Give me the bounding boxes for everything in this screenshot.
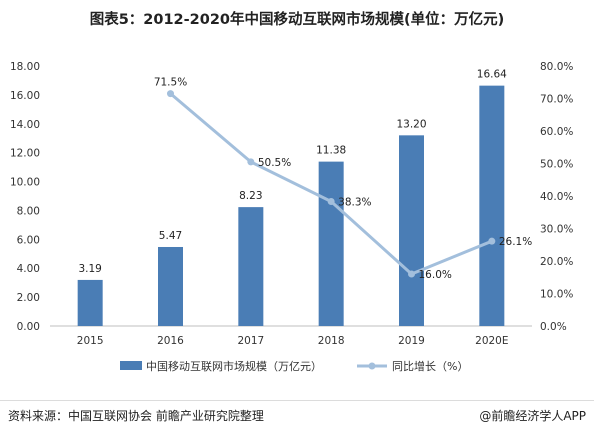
- line-layer: [167, 90, 496, 278]
- bar-value-label: 5.47: [159, 230, 182, 242]
- y-right-tick-label: 60.0%: [540, 126, 573, 138]
- bar-value-label: 13.20: [396, 118, 426, 130]
- y-right-tick-label: 10.0%: [540, 289, 573, 301]
- chart-title: 图表5：2012-2020年中国移动互联网市场规模(单位：万亿元): [89, 12, 505, 28]
- y-left-tick-label: 8.00: [17, 205, 40, 217]
- footer: 资料来源：中国互联网协会 前瞻产业研究院整理 @前瞻经济学人APP: [0, 400, 594, 432]
- growth-value-label: 38.3%: [338, 197, 371, 209]
- y-right-tick-label: 50.0%: [540, 159, 573, 171]
- y-right-tick-label: 40.0%: [540, 191, 573, 203]
- axes-layer: 0.00 2.00 4.00 6.00 8.00 10.00 12.00 14.00 16.00…: [10, 61, 573, 347]
- y-right-tick-label: 70.0%: [540, 94, 573, 106]
- bar-value-label: 8.23: [239, 190, 262, 202]
- bar: [77, 279, 103, 326]
- bar-value-label: 16.64: [477, 69, 507, 81]
- y-left-tick-label: 10.00: [10, 177, 40, 189]
- y-right-tick-label: 80.0%: [540, 61, 573, 73]
- growth-point: [408, 270, 415, 278]
- bar: [238, 207, 264, 326]
- bar: [318, 161, 344, 326]
- bar-value-label: 11.38: [316, 145, 346, 157]
- growth-value-label: 16.0%: [419, 269, 452, 281]
- y-right-tick-label: 30.0%: [540, 224, 573, 236]
- x-tick-label: 2016: [157, 335, 184, 347]
- brand-credit: @前瞻经济学人APP: [479, 409, 586, 423]
- y-left-tick-label: 0.00: [17, 321, 40, 333]
- combo-chart: 0.00 2.00 4.00 6.00 8.00 10.00 12.00 14.00 16.00…: [10, 61, 573, 373]
- y-right-tick-label: 0.0%: [540, 321, 567, 333]
- y-left-tick-label: 6.00: [17, 234, 40, 246]
- legend-line-label: 同比增长（%）: [392, 359, 468, 373]
- bar: [158, 246, 183, 326]
- growth-point: [327, 198, 335, 206]
- x-tick-label: 2015: [77, 335, 104, 347]
- x-tick-label: 2018: [318, 335, 345, 347]
- x-tick-label: 2019: [398, 335, 425, 347]
- y-left-tick-label: 16.00: [10, 90, 40, 102]
- x-tick-label: 2020E: [475, 335, 508, 347]
- legend: 中国移动互联网市场规模（万亿元） 同比增长（%）: [120, 359, 468, 373]
- legend-line-marker: [368, 362, 376, 370]
- y-left-tick-label: 12.00: [10, 148, 40, 160]
- y-left-tick-label: 4.00: [17, 263, 40, 275]
- y-left-tick-label: 18.00: [10, 61, 40, 73]
- y-left-tick-label: 14.00: [10, 119, 40, 131]
- labels-layer: 3.19 5.47 8.23 11.38 13.20 16.64 71.5% 50.5% 38.…: [78, 69, 532, 281]
- bar: [399, 135, 424, 326]
- growth-point: [488, 237, 496, 245]
- growth-value-label: 50.5%: [258, 157, 291, 169]
- bar-value-label: 3.19: [78, 263, 101, 275]
- bars-layer: [77, 85, 505, 327]
- growth-point: [167, 90, 174, 98]
- legend-bar-swatch: [120, 361, 142, 370]
- growth-value-label: 71.5%: [154, 77, 187, 89]
- growth-point: [247, 158, 255, 166]
- legend-bar-label: 中国移动互联网市场规模（万亿元）: [146, 359, 322, 373]
- y-right-tick-label: 20.0%: [540, 256, 573, 268]
- x-tick-label: 2017: [237, 335, 264, 347]
- y-left-tick-label: 2.00: [17, 292, 40, 304]
- bar: [479, 85, 505, 327]
- growth-value-label: 26.1%: [499, 236, 532, 248]
- source-note: 资料来源：中国互联网协会 前瞻产业研究院整理: [8, 409, 264, 423]
